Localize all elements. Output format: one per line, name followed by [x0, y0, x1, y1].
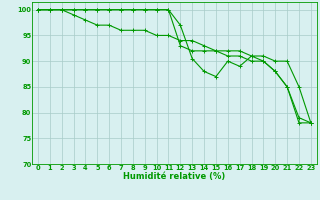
X-axis label: Humidité relative (%): Humidité relative (%): [123, 172, 226, 181]
